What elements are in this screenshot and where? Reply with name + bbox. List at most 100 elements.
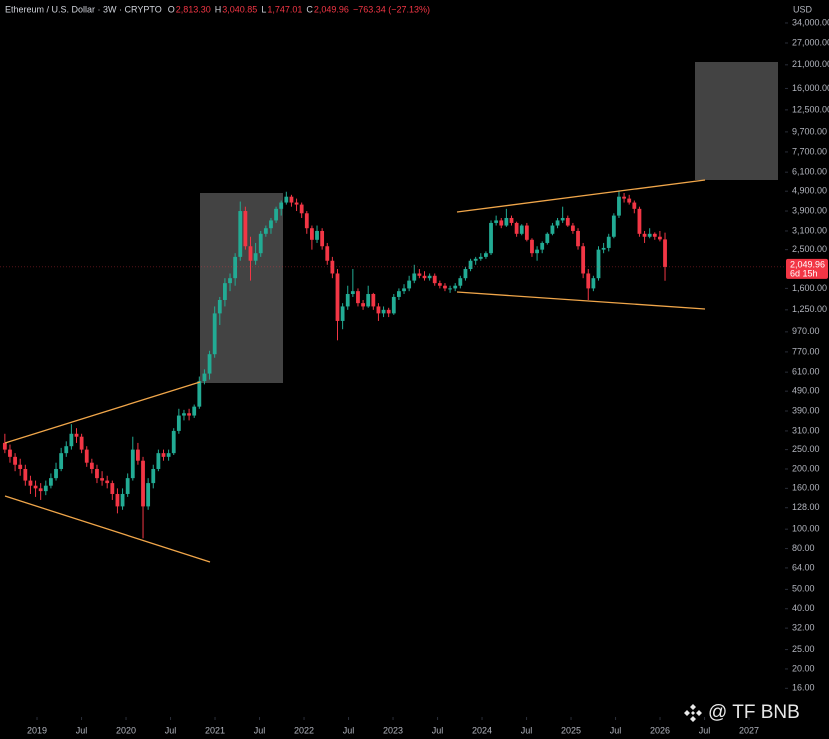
y-tick-label: 34,000.00 [792,17,829,27]
drawings [4,179,706,563]
candle-body [258,233,263,254]
trend-line [4,381,201,444]
y-tick-label: 64.00 [792,562,815,572]
candle-body [284,196,289,203]
candle-body [617,196,621,216]
candle-body [130,449,135,479]
y-tick-label: 128.00 [792,502,820,512]
candle-body [504,217,509,226]
candle-body [54,468,58,479]
candle-body [412,273,417,281]
x-tick-label: 2021 [205,725,225,735]
candle-body [95,468,99,479]
candle-body [443,285,447,289]
ohlc-key: L [261,4,266,14]
candle-body [535,249,539,254]
ohlc-value: 2,049.96 [314,4,349,14]
candle-body [238,211,243,257]
candle-body [59,453,64,469]
candle-body [509,217,514,223]
candle-body [100,478,104,481]
y-tick-label: 6,100.00 [792,167,827,177]
candle-body [151,468,156,484]
y-tick-label: 27,000.00 [792,37,829,47]
candle-body [494,220,499,223]
x-tick-label: Jul [76,725,88,735]
x-tick-label: 2024 [472,725,492,735]
y-tick-label: 80.00 [792,543,815,553]
candle-body [79,436,84,450]
binance-logo [684,704,702,722]
x-tick-label: 2023 [383,725,403,735]
ohlc-key: O [168,4,175,14]
y-tick-label: 12,500.00 [792,104,829,114]
candle-body [427,275,432,279]
candle-body [397,291,401,297]
y-tick-label: 50.00 [792,584,815,594]
candle-body [489,222,493,254]
y-tick-label: 970.00 [792,326,820,336]
candle-body [499,220,504,226]
candle-body [596,249,601,279]
last-price-tag [786,258,828,279]
candle-body [38,488,43,492]
candle-body [202,373,207,382]
candle-body [233,256,238,279]
candle-body [84,449,89,463]
candle-body [248,246,253,261]
candle-body [371,294,376,307]
candle-body [28,480,33,486]
x-tick-label: 2026 [650,725,670,735]
target-box [695,62,778,180]
candle-body [23,468,28,481]
y-tick-label: 32.00 [792,623,815,633]
x-tick-label: Jul [610,725,622,735]
candle-body [407,280,412,289]
y-tick-label: 9,700.00 [792,126,827,136]
x-tick-label: Jul [699,725,711,735]
candle-body [545,233,550,243]
candle-body [606,236,611,248]
candle-body [591,278,596,289]
candle-body [386,309,391,314]
candle-body [49,478,53,486]
y-tick-label: 25.00 [792,644,815,654]
x-tick-label: 2020 [116,725,136,735]
y-tick-label: 310.00 [792,425,820,435]
candle-body [74,433,79,437]
candle-body [310,228,314,240]
candle-body [581,246,586,274]
candle-body [356,291,360,304]
candle-body [391,296,396,314]
ohlc-key: C [306,4,313,14]
watermark-text: @ TF BNB [708,702,800,723]
candle-body [622,196,626,199]
y-tick-label: 160.00 [792,483,820,493]
candle-body [468,260,473,270]
ohlc-value: 3,040.85 [222,4,257,14]
x-tick-label: 2025 [561,725,581,735]
y-tick-label: 250.00 [792,444,820,454]
candle-body [279,202,284,209]
plot-area [2,62,778,539]
ohlc-key: H [215,4,222,14]
y-tick-label: 2,500.00 [792,244,827,254]
candle-body [345,294,350,307]
y-tick-label: 3,900.00 [792,205,827,215]
y-tick-label: 770.00 [792,346,820,356]
candle-body [115,493,120,507]
candle-body [197,381,202,407]
candle-body [18,464,23,469]
candle-body [381,309,386,314]
last-price-label: 2,049.96 [790,259,825,269]
candle-body [182,413,186,416]
candle-body [565,217,570,226]
y-tick-label: 490.00 [792,386,820,396]
y-tick-label: 390.00 [792,405,820,415]
candle-body [484,253,488,257]
candle-body [166,453,171,457]
y-tick-label: 200.00 [792,463,820,473]
y-tick-label: 1,600.00 [792,283,827,293]
